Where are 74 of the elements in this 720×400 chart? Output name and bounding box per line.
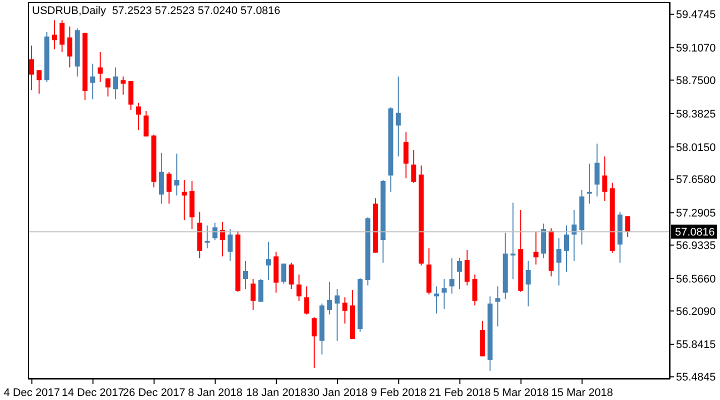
y-tick-label: 57.6580 <box>676 174 716 186</box>
candlestick <box>98 51 103 82</box>
candlestick <box>564 224 569 272</box>
candlestick <box>625 216 630 238</box>
x-tick-label: 5 Mar 2018 <box>493 387 549 399</box>
candlestick <box>113 66 118 100</box>
x-tick-label: 4 Dec 2017 <box>4 387 60 399</box>
candlestick <box>342 296 348 324</box>
candlestick <box>304 286 310 315</box>
candlestick <box>312 316 317 369</box>
candlestick <box>120 76 126 96</box>
candlestick <box>526 260 531 307</box>
x-tick-label: 18 Jan 2018 <box>246 387 307 399</box>
candlestick <box>572 210 577 262</box>
ref-line-label: 57.0816 <box>675 226 715 239</box>
y-tick-label: 57.2905 <box>676 208 716 220</box>
x-tick-label: 8 Jan 2018 <box>188 387 242 399</box>
chart-title: USDRUB,Daily 57.2523 57.2523 57.0240 57.0816 <box>32 5 280 17</box>
candlestick <box>334 288 340 342</box>
candlestick <box>404 131 408 179</box>
y-tick-label: 58.7500 <box>676 75 716 88</box>
y-tick-label: 58.0150 <box>676 142 716 154</box>
y-tick-label: 56.5660 <box>676 273 716 286</box>
y-tick-label: 59.4745 <box>676 9 716 22</box>
candlestick <box>144 110 149 137</box>
candlestick <box>449 258 454 294</box>
y-tick-label: 55.8415 <box>676 339 716 352</box>
candlestick <box>327 281 332 315</box>
candlestick <box>136 102 141 131</box>
candlestick <box>594 143 600 197</box>
candlestick <box>602 156 608 202</box>
candlestick <box>174 153 180 196</box>
candlestick <box>60 20 65 52</box>
x-tick-label: 26 Dec 2017 <box>122 387 186 399</box>
candlestick <box>288 262 294 290</box>
candlestick <box>281 263 286 284</box>
candlestick <box>510 202 516 280</box>
candlestick <box>105 78 110 97</box>
candlestick <box>495 286 500 327</box>
candlestick <box>243 260 248 290</box>
candlestick <box>182 180 187 221</box>
x-tick-label: 21 Feb 2018 <box>428 387 491 399</box>
y-tick-label: 59.1070 <box>676 42 716 55</box>
x-tick-label: 9 Feb 2018 <box>370 387 427 399</box>
candlestick <box>90 63 96 100</box>
y-tick-label: 56.9335 <box>676 240 716 252</box>
candlestick <box>464 250 470 286</box>
candlestick <box>228 228 233 262</box>
candlestick <box>258 278 264 302</box>
candlestick <box>166 171 172 204</box>
candlestick <box>67 26 72 68</box>
candlestick <box>442 278 447 310</box>
candlestick <box>266 241 271 280</box>
candlestick <box>158 152 164 204</box>
candlestick <box>434 286 440 314</box>
candlestick <box>36 70 42 94</box>
y-tick-label: 56.2090 <box>676 306 716 318</box>
x-tick-label: 15 Mar 2018 <box>551 387 613 399</box>
candlestick <box>411 150 416 184</box>
candlestick <box>250 278 256 310</box>
x-tick-label: 30 Jan 2018 <box>307 387 368 399</box>
candlestick <box>457 258 462 290</box>
candlestick <box>52 20 57 50</box>
candlestick <box>296 274 302 302</box>
y-tick-label: 55.4845 <box>676 372 716 384</box>
candlestick <box>29 45 34 91</box>
candlestick <box>472 274 478 306</box>
candlestick <box>396 76 401 157</box>
candlestick <box>556 238 562 286</box>
x-tick-label: 14 Dec 2017 <box>62 387 124 399</box>
candlestick <box>128 80 134 111</box>
candlestick <box>533 231 538 266</box>
candlestick <box>220 221 226 257</box>
y-tick-label: 58.3825 <box>676 108 716 120</box>
